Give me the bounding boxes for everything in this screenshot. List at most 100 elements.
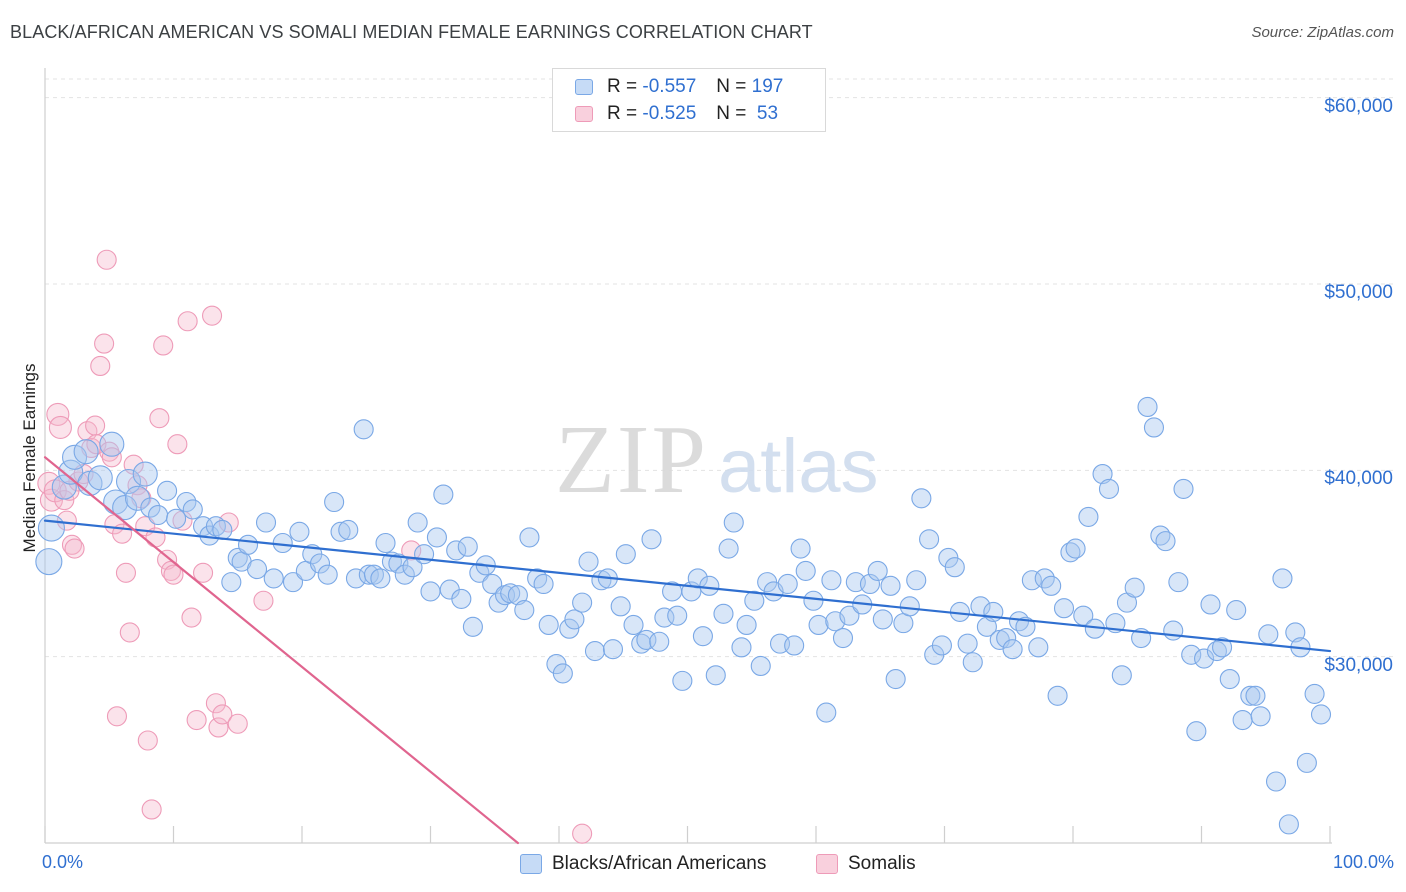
black-point-22 <box>205 516 226 537</box>
somali-trend-line <box>43 456 519 845</box>
axes <box>44 68 1332 844</box>
black-point-82 <box>602 639 624 660</box>
black-point-115 <box>816 702 837 723</box>
black-point-54 <box>426 527 447 548</box>
black-point-103 <box>736 614 757 636</box>
somali-point-41 <box>181 607 202 628</box>
black-point-137 <box>957 633 978 654</box>
black-point-166 <box>1143 417 1165 438</box>
black-point-2 <box>51 474 77 500</box>
somali-point-42 <box>186 709 207 731</box>
black-point-172 <box>1181 644 1202 665</box>
black-point-170 <box>1168 572 1189 593</box>
black-point-19 <box>182 499 203 520</box>
legend-label: Blacks/African Americans <box>552 853 767 874</box>
black-point-169 <box>1163 620 1184 641</box>
black-point-114 <box>808 614 829 636</box>
black-point-102 <box>731 637 752 658</box>
y-tick-label: $50,000 <box>1324 281 1393 303</box>
black-point-143 <box>996 627 1017 649</box>
black-point-10 <box>112 495 138 521</box>
black-point-144 <box>1002 639 1023 660</box>
black-point-83 <box>610 596 631 617</box>
black-point-84 <box>615 544 636 565</box>
somali-point-17 <box>94 333 115 354</box>
legend-swatch-pink <box>575 106 593 122</box>
legend-r-value: -0.557 <box>642 76 697 97</box>
somali-point-50 <box>253 590 274 611</box>
black-point-24 <box>221 572 242 593</box>
somali-point-31 <box>141 799 162 820</box>
black-point-191 <box>1304 683 1325 704</box>
black-point-42 <box>353 419 374 440</box>
black-point-179 <box>1226 600 1247 621</box>
somali-point-35 <box>157 549 178 570</box>
black-point-75 <box>559 618 580 639</box>
somali-point-18 <box>96 249 117 270</box>
somali-point-9 <box>64 538 85 559</box>
legend-n-label: N = <box>716 76 747 97</box>
black-point-186 <box>1272 568 1293 589</box>
legend-item-somali: Somalis <box>816 852 916 876</box>
somali-point-36 <box>160 560 181 581</box>
black-point-138 <box>962 652 983 673</box>
black-point-168 <box>1155 531 1176 552</box>
black-point-113 <box>803 590 824 611</box>
black-point-175 <box>1200 594 1221 615</box>
y-tick-label: $60,000 <box>1324 95 1393 117</box>
somali-point-0 <box>37 471 61 495</box>
black-point-96 <box>692 626 713 647</box>
black-point-3 <box>58 459 84 485</box>
chart-title: BLACK/AFRICAN AMERICAN VS SOMALI MEDIAN … <box>10 22 813 42</box>
black-point-70 <box>527 568 548 589</box>
black-point-55 <box>433 484 454 505</box>
black-point-27 <box>237 534 259 555</box>
black-point-8 <box>99 431 125 457</box>
black-point-112 <box>795 560 816 581</box>
black-point-40 <box>338 519 359 540</box>
black-point-85 <box>623 614 644 636</box>
somali-point-20 <box>101 447 122 468</box>
black-point-99 <box>713 603 734 624</box>
black-point-58 <box>451 588 472 609</box>
black-trend-line <box>43 519 1332 653</box>
black-point-177 <box>1212 637 1233 658</box>
black-point-128 <box>899 596 920 617</box>
black-point-43 <box>358 564 379 585</box>
somali-point-46 <box>208 717 229 738</box>
black-point-38 <box>324 491 345 513</box>
black-point-151 <box>1047 685 1068 706</box>
somali-point-24 <box>115 562 137 583</box>
black-point-5 <box>73 439 99 465</box>
svg-text:ZIP: ZIP <box>555 406 708 514</box>
black-point-28 <box>246 559 268 580</box>
black-point-183 <box>1250 706 1271 727</box>
black-point-109 <box>777 573 798 595</box>
black-point-104 <box>744 590 765 611</box>
black-point-126 <box>885 668 906 690</box>
correlation-legend: R = -0.557 N = 197 R = -0.525 N = 53 <box>552 68 826 132</box>
black-point-77 <box>572 592 593 613</box>
black-point-90 <box>654 607 675 628</box>
black-point-16 <box>157 480 178 501</box>
legend-n-label: N = <box>716 103 747 124</box>
black-point-93 <box>672 670 693 691</box>
black-point-118 <box>832 627 854 649</box>
black-point-45 <box>370 568 391 589</box>
black-point-36 <box>309 553 331 574</box>
legend-row-black: R = -0.557 N = 197 <box>575 76 783 98</box>
y-tick-label: $40,000 <box>1324 468 1393 490</box>
black-point-7 <box>87 465 113 491</box>
legend-n-value: 53 <box>751 103 779 124</box>
black-point-33 <box>289 521 310 542</box>
legend-row-somali: R = -0.525 N = 53 <box>575 103 778 125</box>
black-point-30 <box>263 568 284 589</box>
black-point-14 <box>140 497 161 518</box>
black-point-180 <box>1232 709 1253 731</box>
somali-point-4 <box>48 415 72 440</box>
legend-swatch-blue <box>575 79 593 95</box>
black-point-39 <box>330 521 351 542</box>
black-point-78 <box>578 551 599 572</box>
black-point-76 <box>564 609 585 630</box>
black-point-1 <box>37 514 65 542</box>
